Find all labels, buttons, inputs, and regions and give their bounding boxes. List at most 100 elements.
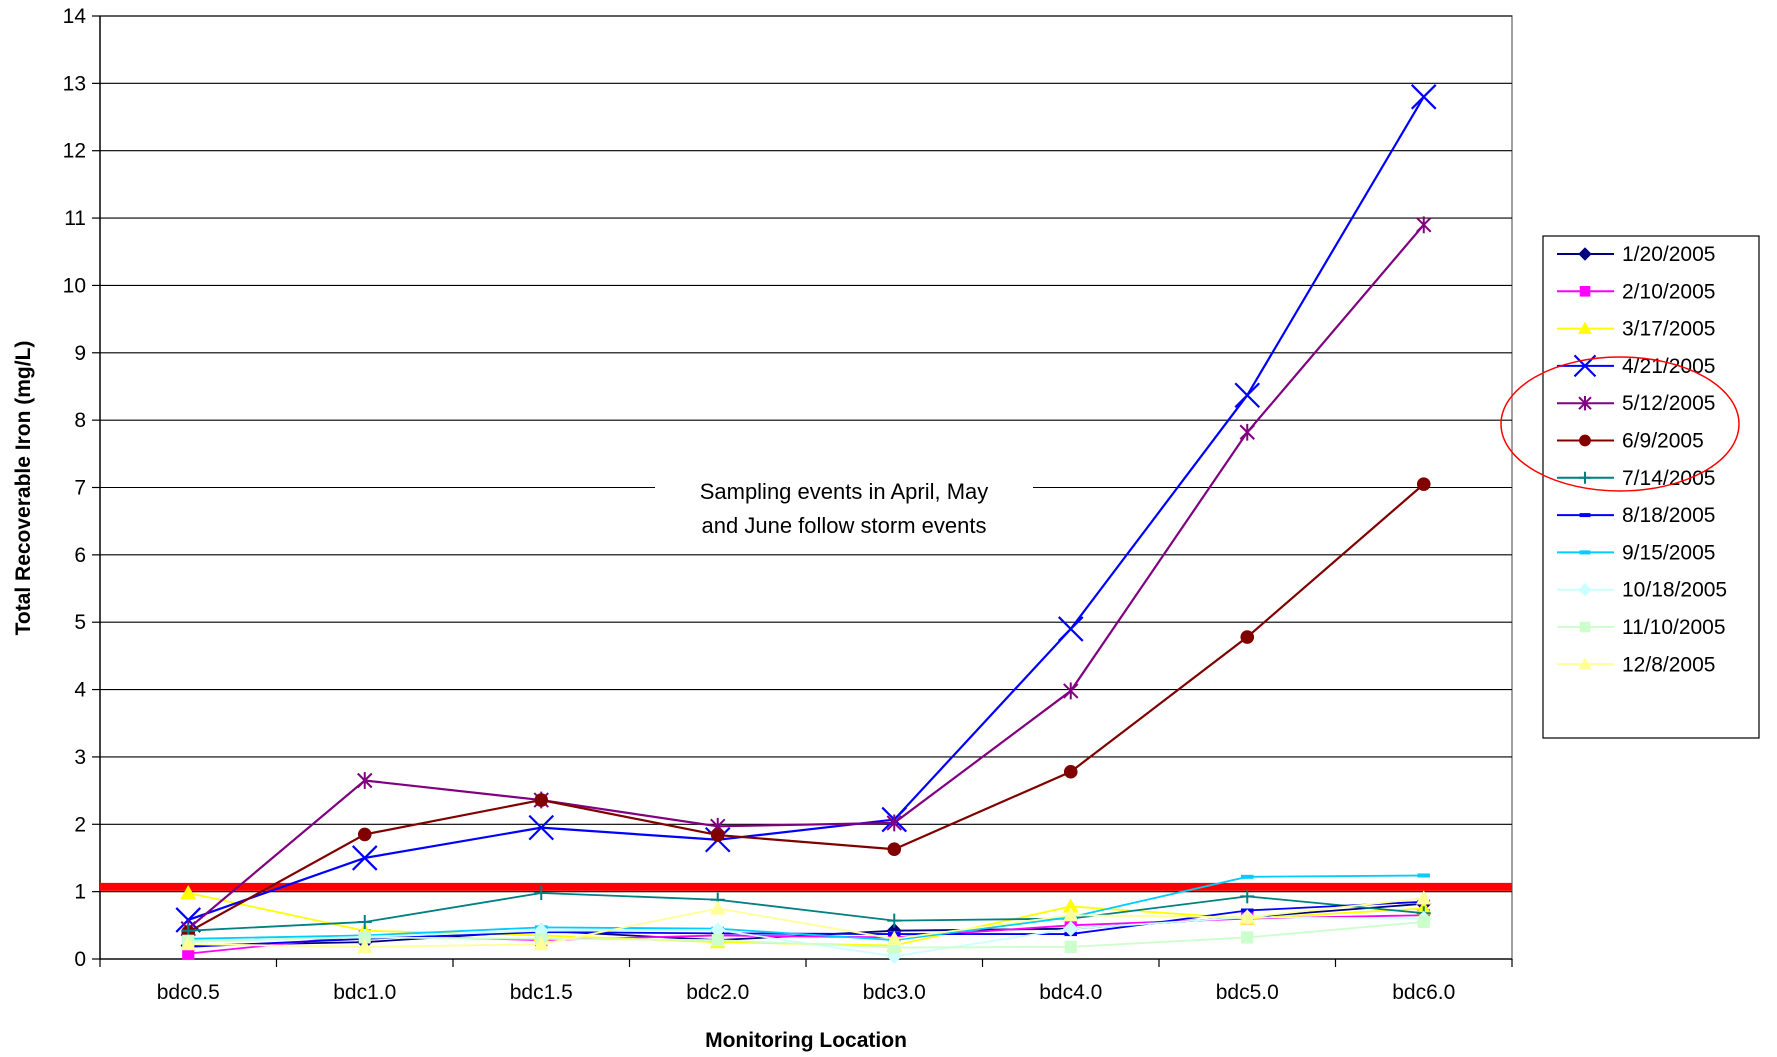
y-tick-label-1: 1 [74,881,86,904]
legend-item-5/12/2005: 5/12/2005 [1557,392,1715,415]
point-6/9/2005-bdc4.0 [1063,764,1078,779]
point-5/12/2005-bdc1.0-shape [357,772,373,789]
x-tick-label-bdc0.5: bdc0.5 [157,981,220,1004]
legend-marker-9/15/2005-shape [1579,550,1591,555]
point-12/8/2005-bdc2.0-shape [709,900,726,915]
point-11/10/2005-bdc4.0-shape [1064,940,1077,953]
legend-label-6/9/2005: 6/9/2005 [1622,430,1704,453]
point-6/9/2005-bdc4.0-shape [1063,764,1078,779]
annotation: Sampling events in April, May and June f… [655,472,1033,544]
legend-item-12/8/2005: 12/8/2005 [1557,653,1715,676]
annotation-line-2: and June follow storm events [702,513,987,538]
legend-marker-3/17/2005 [1578,321,1592,334]
legend-marker-2/10/2005 [1579,286,1591,297]
legend-item-1/20/2005: 1/20/2005 [1557,243,1715,266]
y-tick-label-7: 7 [74,477,86,500]
legend-label-9/15/2005: 9/15/2005 [1622,541,1715,564]
x-axis-title: Monitoring Location [705,1029,907,1052]
point-12/8/2005-bdc6.0 [1415,890,1432,905]
point-9/15/2005-bdc6.0-shape [1417,873,1431,878]
y-tick-label-12: 12 [63,140,86,163]
x-tick-label-bdc3.0: bdc3.0 [863,981,926,1004]
y-axis-title: Total Recoverable Iron (mg/L) [12,341,35,636]
point-4/21/2005-bdc5.0 [1234,382,1261,408]
legend-marker-8/18/2005-shape [1579,513,1591,518]
point-12/8/2005-bdc3.0 [886,930,903,945]
point-5/12/2005-bdc1.0 [357,772,373,789]
y-tick-label-0: 0 [74,948,86,971]
legend-item-3/17/2005: 3/17/2005 [1557,318,1715,341]
x-tick-label-bdc1.0: bdc1.0 [333,981,396,1004]
point-12/8/2005-bdc4.0 [1062,907,1079,922]
legend-item-7/14/2005: 7/14/2005 [1557,467,1715,490]
highlight-ellipse [1500,356,1740,492]
point-5/12/2005-bdc6.0 [1416,216,1432,234]
point-5/12/2005-bdc6.0-shape [1416,216,1432,234]
series-line-12/8/2005 [188,897,1424,948]
point-4/21/2005-bdc6.0-shape [1410,84,1437,110]
point-11/10/2005-bdc4.0 [1064,940,1077,953]
point-7/14/2005-bdc1.0-shape [357,914,372,929]
point-7/14/2005-bdc5.0 [1240,889,1255,904]
point-12/8/2005-bdc4.0-shape [1062,907,1079,922]
point-3/17/2005-bdc0.5-shape [180,884,197,900]
legend-marker-1/20/2005 [1578,247,1592,261]
point-5/12/2005-bdc5.0 [1239,423,1255,441]
legend-marker-2/10/2005-shape [1579,286,1591,297]
point-11/10/2005-bdc6.0-shape [1417,915,1430,929]
point-6/9/2005-bdc6.0-shape [1416,477,1431,491]
point-11/10/2005-bdc5.0 [1241,931,1254,944]
y-tick-label-8: 8 [74,409,86,432]
series-line-6/9/2005 [187,483,1425,934]
legend-marker-11/10/2005 [1579,621,1591,633]
point-11/10/2005-bdc2.0-shape [711,934,724,947]
y-tick-label-4: 4 [74,679,86,702]
point-4/21/2005-bdc4.0 [1057,616,1084,642]
x-tick-label-bdc1.5: bdc1.5 [510,981,573,1004]
legend-label-10/18/2005: 10/18/2005 [1622,579,1727,602]
series-line-4/21/2005 [187,96,1425,921]
point-11/10/2005-bdc2.0 [711,934,724,947]
y-tick-label-5: 5 [74,611,86,634]
x-tick-label-bdc5.0: bdc5.0 [1216,981,1279,1004]
legend-label-1/20/2005: 1/20/2005 [1622,243,1715,266]
legend-marker-10/18/2005-shape [1578,582,1592,597]
series-layer [175,84,1437,965]
point-5/12/2005-bdc5.0-shape [1239,423,1255,441]
annotation-line-1: Sampling events in April, May [700,479,989,504]
series-5/12/2005 [180,216,1432,938]
y-tick-label-14: 14 [63,5,87,28]
legend-marker-3/17/2005-shape [1578,321,1592,334]
point-4/21/2005-bdc5.0-shape [1234,382,1261,408]
series-line-9/15/2005 [188,874,1424,942]
point-7/14/2005-bdc3.0 [887,913,902,928]
series-4/21/2005 [175,84,1437,933]
point-6/9/2005-bdc1.5 [534,793,549,807]
legend-marker-12/8/2005 [1578,657,1592,670]
point-5/12/2005-bdc4.0-shape [1063,682,1079,700]
point-5/12/2005-bdc3.0-shape [886,814,902,832]
point-12/8/2005-bdc1.5-shape [533,936,550,951]
legend-item-10/18/2005: 10/18/2005 [1557,579,1727,602]
point-12/8/2005-bdc5.0 [1239,909,1256,924]
point-4/21/2005-bdc1.5 [528,814,555,841]
point-6/9/2005-bdc6.0 [1416,477,1431,491]
legend-marker-5/12/2005-shape [1578,396,1592,411]
point-6/9/2005-bdc5.0-shape [1240,630,1255,644]
legend-item-2/10/2005: 2/10/2005 [1557,280,1715,303]
x-tick-label-bdc2.0: bdc2.0 [686,981,749,1004]
legend-item-6/9/2005: 6/9/2005 [1557,430,1704,453]
point-6/9/2005-bdc3.0 [887,842,902,857]
legend-marker-8/18/2005 [1579,513,1591,518]
point-10/18/2005-bdc4.0-shape [1063,920,1079,937]
series-12/8/2005 [180,890,1432,953]
point-4/21/2005-bdc1.0 [351,845,378,871]
y-tick-label-3: 3 [74,746,86,769]
point-12/8/2005-bdc1.0-shape [356,938,373,953]
x-tick-label-bdc4.0: bdc4.0 [1039,981,1102,1004]
point-12/8/2005-bdc1.0 [356,938,373,953]
y-tick-label-2: 2 [74,813,86,836]
legend-item-9/15/2005: 9/15/2005 [1557,541,1715,564]
